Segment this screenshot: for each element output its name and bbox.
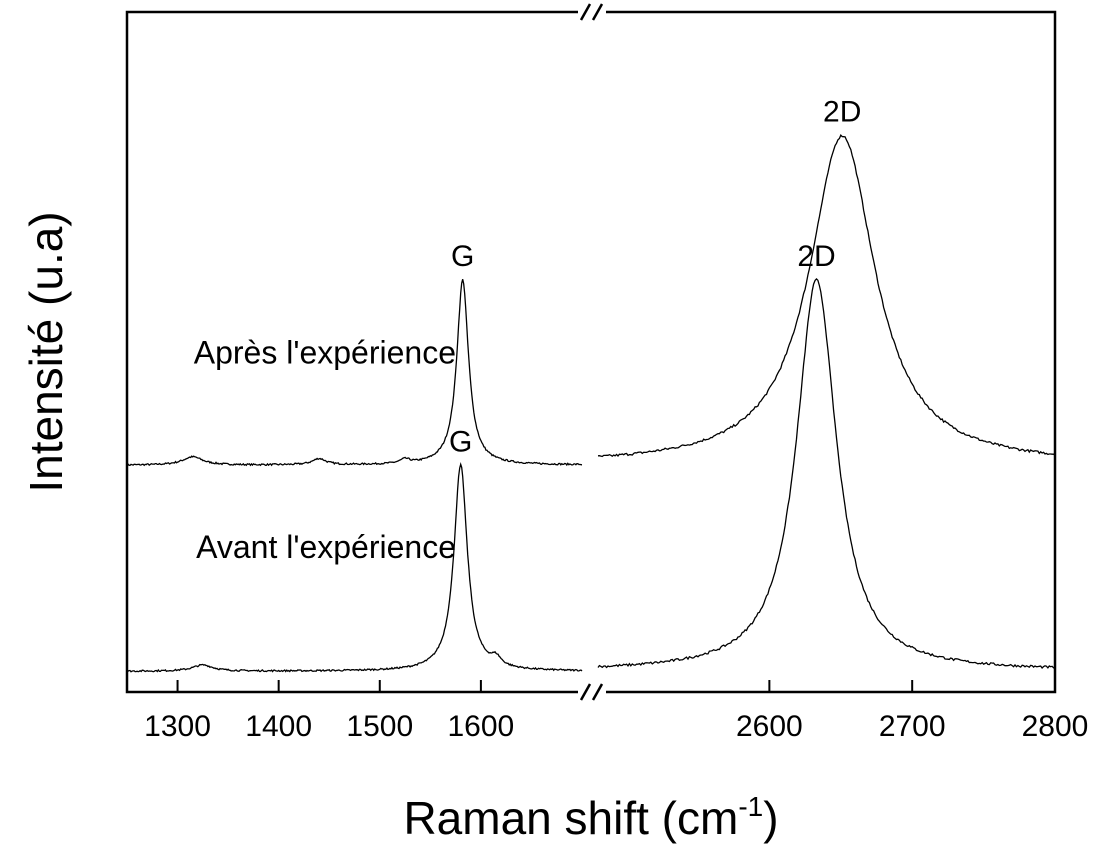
axis-break-bottom (578, 683, 606, 701)
trace-label: Après l'expérience (194, 334, 456, 370)
trace-label: Avant l'expérience (196, 529, 456, 565)
annotations: G 2D Après l'expérience G 2D Avant l'expérien… (194, 96, 862, 565)
x-tick-label: 1300 (144, 710, 211, 743)
spectrum-line-apres-seg2 (597, 134, 1056, 458)
x-axis-title: Raman shift (cm-1) (403, 791, 778, 844)
spectrum-line-apres-seg1 (126, 279, 583, 467)
axis-break-top (578, 3, 606, 21)
x-tick-label: 1500 (346, 710, 413, 743)
x-tick-label: 2700 (879, 710, 946, 743)
peak-label: 2D (797, 240, 835, 273)
y-axis-title: Intensité (u.a) (20, 211, 72, 492)
spectrum-line-avant-seg1 (127, 461, 583, 673)
x-tick-label: 1600 (448, 710, 515, 743)
peak-label: 2D (823, 96, 861, 129)
x-tick-label: 2600 (736, 710, 803, 743)
x-tick-label: 2800 (1022, 710, 1089, 743)
peak-label: G (449, 425, 472, 458)
x-tick-label: 1400 (245, 710, 312, 743)
spectra (126, 134, 1056, 673)
peak-label: G (451, 240, 474, 273)
spectrum-line-avant-seg2 (597, 277, 1055, 669)
x-ticks: 1300 1400 1500 1600 2600 2700 2800 (144, 680, 1088, 743)
